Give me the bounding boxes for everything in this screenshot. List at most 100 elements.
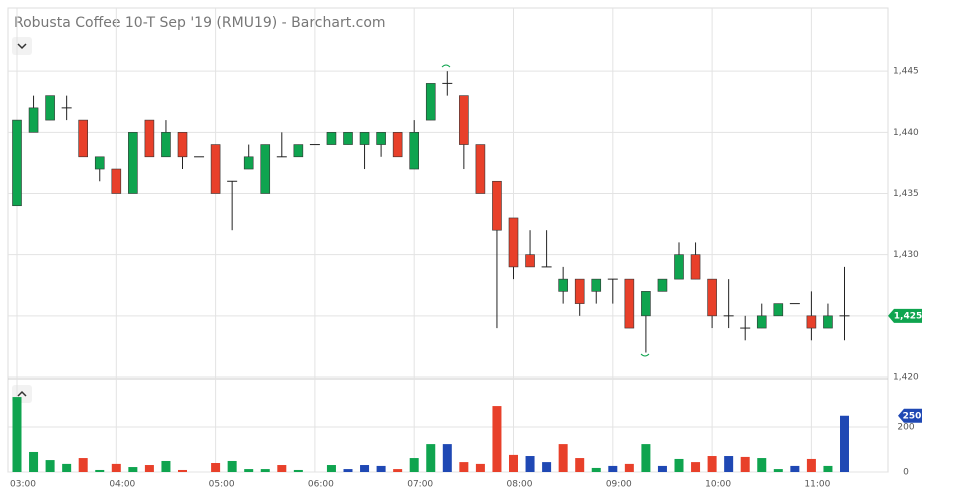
volume-bar xyxy=(641,444,651,472)
candle-body xyxy=(376,132,386,145)
candle-body xyxy=(12,119,22,207)
last-volume-tag xyxy=(898,408,922,423)
candle-body xyxy=(326,132,337,145)
y-tick-label: 1,445 xyxy=(893,67,919,77)
candle-body xyxy=(78,119,88,158)
volume-bar xyxy=(691,462,701,472)
candle-body xyxy=(177,132,188,158)
collapse-button[interactable] xyxy=(12,37,32,55)
candle-body xyxy=(293,144,304,158)
volume-bar xyxy=(78,458,88,472)
candle-body xyxy=(210,144,221,194)
volume-bar xyxy=(128,467,138,472)
candle-body xyxy=(525,254,535,268)
volume-bar xyxy=(442,444,452,472)
candle-body xyxy=(28,107,39,133)
button-bg[interactable] xyxy=(12,37,32,55)
volume-bar xyxy=(95,469,105,472)
high-marker xyxy=(441,64,451,68)
volume-bar xyxy=(178,469,187,472)
volume-bar xyxy=(525,456,535,472)
volume-bar xyxy=(475,463,485,472)
volume-bar xyxy=(393,469,403,472)
plot-frame xyxy=(7,7,889,473)
volume-bar xyxy=(293,469,303,472)
volume-bar xyxy=(426,444,436,472)
candle-body xyxy=(773,303,784,317)
volume-bar xyxy=(724,456,734,472)
candle-body xyxy=(806,315,817,329)
volume-bar xyxy=(757,458,767,472)
candle-body xyxy=(690,254,701,280)
volume-bar xyxy=(840,415,849,472)
candle-body xyxy=(756,315,767,329)
candle-body xyxy=(260,144,271,194)
volume-bar xyxy=(591,467,601,472)
volume-bar xyxy=(707,456,717,472)
candle-body xyxy=(508,217,519,268)
volume-bar xyxy=(360,465,370,472)
volume-bar xyxy=(542,462,552,472)
volume-bar xyxy=(211,463,221,472)
chevron-icon xyxy=(17,43,27,50)
volume-bar xyxy=(806,458,816,472)
candle-body xyxy=(45,95,55,121)
candle-body xyxy=(624,278,635,329)
x-tick-label: 09:00 xyxy=(606,480,632,490)
volume-bar xyxy=(608,465,618,472)
x-tick-label: 07:00 xyxy=(407,480,433,490)
candle-body xyxy=(94,156,105,170)
volume-bar xyxy=(823,465,833,472)
x-tick-label: 05:00 xyxy=(209,480,235,490)
candle-body xyxy=(128,132,138,194)
candle-body xyxy=(475,144,486,194)
y-tick-label: 1,435 xyxy=(893,189,919,199)
candle-body xyxy=(144,119,155,158)
volume-bar xyxy=(12,397,22,472)
last-volume-label: 250 xyxy=(903,411,922,421)
volume-bar xyxy=(409,458,419,472)
volume-bar xyxy=(111,463,121,472)
volume-bar xyxy=(277,465,287,472)
low-marker xyxy=(640,353,650,357)
candle-body xyxy=(161,132,171,158)
x-tick-label: 11:00 xyxy=(804,480,830,490)
candle-body xyxy=(392,132,403,158)
volume-bar xyxy=(144,465,154,472)
chevron-icon xyxy=(17,390,27,397)
candle-body xyxy=(359,132,370,145)
last-price-tag xyxy=(888,308,922,323)
x-tick-label: 03:00 xyxy=(10,480,36,490)
volume-bar xyxy=(558,444,568,472)
candle-body xyxy=(707,278,717,317)
candle-body xyxy=(641,291,651,317)
volume-bar xyxy=(492,406,502,472)
candle-body xyxy=(492,180,502,231)
volume-bar xyxy=(509,454,518,472)
volume-bar xyxy=(575,458,585,472)
volume-bar xyxy=(657,465,667,472)
candle-body xyxy=(409,132,420,170)
y-tick-label: 1,430 xyxy=(893,250,919,260)
volume-bar xyxy=(227,460,237,472)
volume-bar xyxy=(459,462,469,472)
volume-bar xyxy=(740,456,750,472)
x-tick-label: 04:00 xyxy=(109,480,135,490)
candle-body xyxy=(459,95,469,145)
volume-bar xyxy=(161,460,171,472)
volume-bar xyxy=(343,469,353,472)
candle-body xyxy=(343,132,353,145)
x-tick-label: 10:00 xyxy=(705,480,731,490)
volume-bar xyxy=(260,469,270,472)
candle-body xyxy=(425,83,436,121)
volume-bar xyxy=(45,460,55,472)
candle-body xyxy=(558,278,568,292)
volume-bar xyxy=(62,463,72,472)
candle-body xyxy=(823,315,833,329)
y-tick-label: 1,440 xyxy=(893,128,919,138)
volume-bar xyxy=(376,465,386,472)
volume-bar xyxy=(773,469,783,472)
volume-bar xyxy=(29,451,39,472)
